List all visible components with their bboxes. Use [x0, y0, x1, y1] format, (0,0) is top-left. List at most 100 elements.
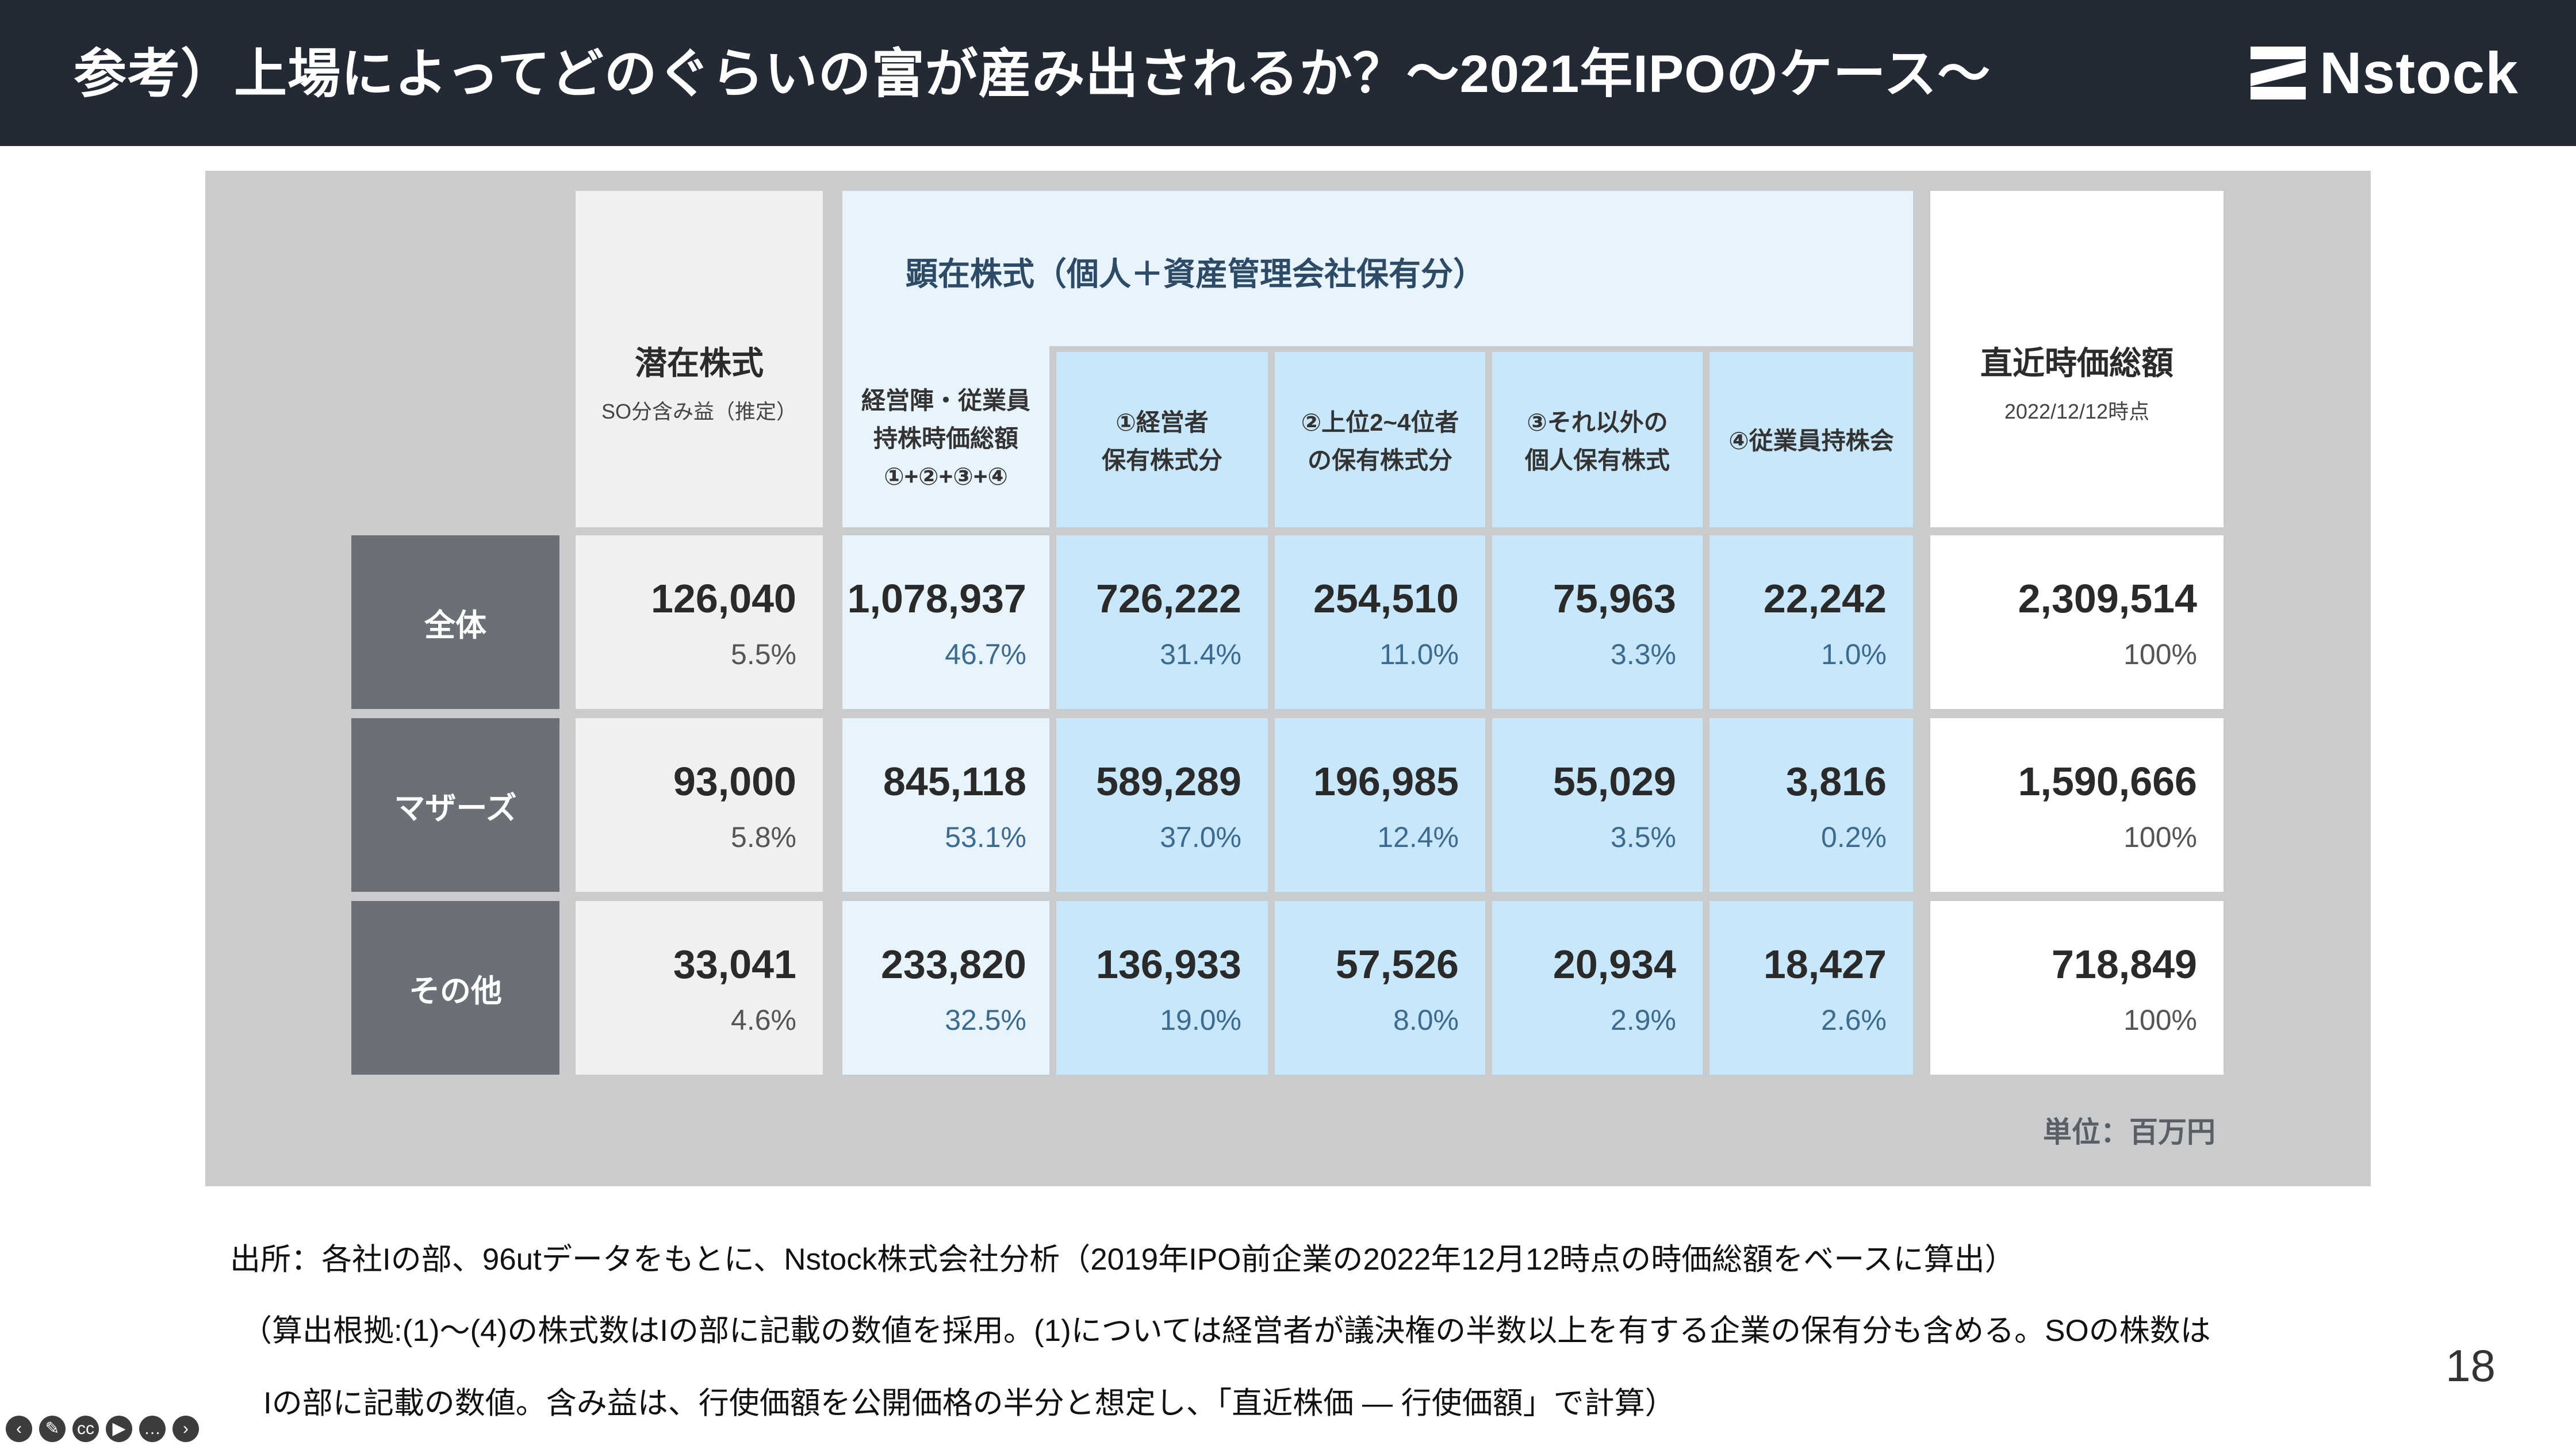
header-potential-shares: 潜在株式 SO分含み益（推定）: [576, 191, 823, 527]
header-market-title: 直近時価総額: [1980, 345, 2174, 381]
row-label-other: その他: [351, 901, 559, 1075]
percent: 31.4%: [1160, 638, 1241, 670]
header-held-line2: 持株時価総額: [873, 425, 1018, 452]
header-potential-sub: SO分含み益（推定）: [601, 400, 797, 423]
cell-potential-all: 126,040 5.5%: [576, 535, 823, 709]
source-note: 出所：各社Iの部、96utデータをもとに、Nstock株式会社分析（2019年I…: [230, 1243, 2015, 1276]
header-potential-title: 潜在株式: [635, 345, 764, 381]
captions-icon[interactable]: cc: [72, 1416, 99, 1442]
cell-c3-other: 20,934 2.9%: [1492, 901, 1703, 1075]
header-c3: ③それ以外の 個人保有株式: [1492, 352, 1703, 527]
value: 196,985: [1313, 759, 1459, 804]
header-bar: 参考）上場によってどのぐらいの富が産み出されるか？～2021年IPOのケース～ …: [0, 0, 2576, 146]
percent: 46.7%: [945, 638, 1026, 670]
percent: 100%: [2123, 821, 2197, 853]
value: 1,078,937: [847, 576, 1026, 621]
percent: 0.2%: [1821, 821, 1887, 853]
value: 3,816: [1785, 759, 1887, 804]
value: 254,510: [1313, 576, 1459, 621]
percent: 3.5%: [1611, 821, 1676, 853]
percent: 37.0%: [1160, 821, 1241, 853]
cell-c3-all: 75,963 3.3%: [1492, 535, 1703, 709]
cell-c4-all: 22,242 1.0%: [1709, 535, 1913, 709]
row-label-all: 全体: [351, 535, 559, 709]
page-number: 18: [2445, 1340, 2496, 1391]
header-group-title: 顕在株式（個人＋資産管理会社保有分）: [906, 256, 1485, 292]
cell-held-all: 1,078,937 46.7%: [842, 535, 1049, 709]
value: 18,427: [1763, 942, 1887, 987]
cell-market-other: 718,849 100%: [1930, 901, 2224, 1075]
cell-c1-all: 726,222 31.4%: [1056, 535, 1268, 709]
cell-c1-other: 136,933 19.0%: [1056, 901, 1268, 1075]
cell-market-mothers: 1,590,666 100%: [1930, 718, 2224, 892]
value: 126,040: [650, 576, 796, 621]
percent: 100%: [2123, 638, 2197, 670]
value: 75,963: [1552, 576, 1676, 621]
cell-held-mothers: 845,118 53.1%: [842, 718, 1049, 892]
percent: 11.0%: [1379, 638, 1459, 670]
value: 718,849: [2051, 942, 2197, 987]
percent: 100%: [2123, 1004, 2197, 1036]
header-c3-line2: 個人保有株式: [1524, 447, 1670, 474]
calculation-note-1: （算出根拠:(1)～(4)の株式数はIの部に記載の数値を採用。(1)については経…: [241, 1314, 2211, 1348]
cell-c1-mothers: 589,289 37.0%: [1056, 718, 1268, 892]
percent: 32.5%: [945, 1004, 1026, 1036]
value: 233,820: [880, 942, 1026, 987]
cell-c4-mothers: 3,816 0.2%: [1709, 718, 1913, 892]
value: 2,309,514: [2018, 576, 2197, 621]
percent: 2.6%: [1821, 1004, 1887, 1036]
cell-potential-other: 33,041 4.6%: [576, 901, 823, 1075]
value: 55,029: [1552, 759, 1676, 804]
next-icon[interactable]: ›: [172, 1416, 199, 1442]
header-market-cap: 直近時価総額 2022/12/12時点: [1930, 191, 2224, 527]
cell-c4-other: 18,427 2.6%: [1709, 901, 1913, 1075]
header-c1-line2: 保有株式分: [1101, 447, 1222, 474]
row-label-mothers: マザーズ: [351, 718, 559, 892]
pen-icon[interactable]: ✎: [39, 1416, 66, 1442]
percent: 2.9%: [1611, 1004, 1676, 1036]
value: 136,933: [1095, 942, 1241, 987]
percent: 5.8%: [731, 821, 796, 853]
value: 20,934: [1552, 942, 1676, 987]
percent: 1.0%: [1821, 638, 1887, 670]
cell-potential-mothers: 93,000 5.8%: [576, 718, 823, 892]
value: 93,000: [673, 759, 796, 804]
page-title: 参考）上場によってどのぐらいの富が産み出されるか？～2021年IPOのケース～: [74, 45, 1991, 103]
presentation-toolbar: ‹ ✎ cc ▶ … ›: [6, 1416, 206, 1442]
value: 22,242: [1763, 576, 1887, 621]
percent: 5.5%: [731, 638, 796, 670]
logo-text: Nstock: [2319, 40, 2518, 106]
cell-c2-other: 57,526 8.0%: [1275, 901, 1485, 1075]
header-c2-line2: の保有株式分: [1307, 447, 1452, 474]
percent: 19.0%: [1160, 1004, 1241, 1036]
header-c4: ④従業員持株会: [1709, 352, 1913, 527]
header-visible-shares-group: 顕在株式（個人＋資産管理会社保有分）: [842, 191, 1913, 346]
header-c1-line1: ①経営者: [1116, 409, 1209, 436]
cell-c2-all: 254,510 11.0%: [1275, 535, 1485, 709]
header-held-line1: 経営陣・従業員: [861, 387, 1030, 414]
cell-c2-mothers: 196,985 12.4%: [1275, 718, 1485, 892]
percent: 3.3%: [1611, 638, 1676, 670]
cell-market-all: 2,309,514 100%: [1930, 535, 2224, 709]
percent: 53.1%: [945, 821, 1026, 853]
cell-c3-mothers: 55,029 3.5%: [1492, 718, 1703, 892]
value: 1,590,666: [2018, 759, 2197, 804]
percent: 8.0%: [1393, 1004, 1459, 1036]
camera-icon[interactable]: ▶: [106, 1416, 132, 1442]
prev-icon[interactable]: ‹: [6, 1416, 32, 1442]
header-c2-line1: ②上位2~4位者: [1301, 409, 1459, 436]
nstock-logo-icon: [2250, 47, 2306, 99]
cell-held-other: 233,820 32.5%: [842, 901, 1049, 1075]
header-c2: ②上位2~4位者 の保有株式分: [1275, 352, 1485, 527]
value: 845,118: [883, 759, 1026, 804]
header-market-sub: 2022/12/12時点: [2004, 400, 2150, 423]
header-held-line3: ①+②+③+④: [884, 463, 1008, 490]
value: 57,526: [1335, 942, 1459, 987]
nstock-logo: Nstock: [2250, 40, 2518, 106]
percent: 12.4%: [1377, 821, 1459, 853]
value: 589,289: [1095, 759, 1241, 804]
percent: 4.6%: [731, 1004, 796, 1036]
more-icon[interactable]: …: [139, 1416, 166, 1442]
header-held-total: 経営陣・従業員 持株時価総額 ①+②+③+④: [842, 346, 1049, 527]
calculation-note-2: Iの部に記載の数値。含み益は、行使価額を公開価格の半分と想定し、「直近株価 ― …: [263, 1386, 1676, 1420]
